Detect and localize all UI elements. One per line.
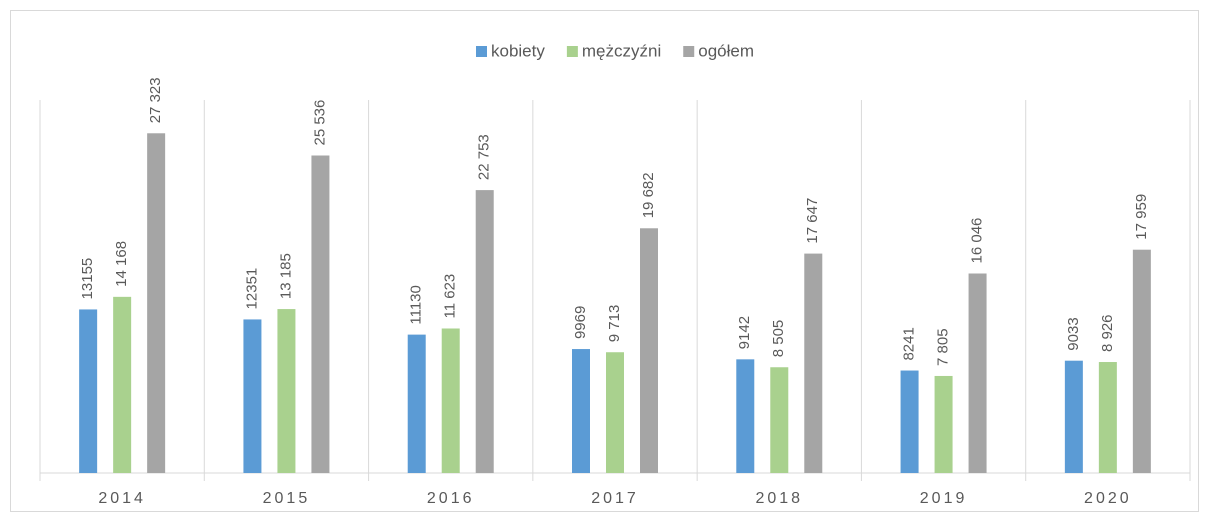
bar xyxy=(147,133,166,473)
bar xyxy=(243,319,262,473)
chart-border xyxy=(10,10,1199,512)
data-label: 14 168 xyxy=(113,241,130,287)
bar xyxy=(79,309,98,473)
data-label: 9033 xyxy=(1065,317,1082,350)
bar xyxy=(1132,249,1151,473)
x-tick-label: 2015 xyxy=(263,490,311,507)
bar xyxy=(968,273,987,473)
bar xyxy=(770,367,789,473)
bar xyxy=(475,190,494,473)
bar xyxy=(113,296,132,473)
bar xyxy=(311,155,330,474)
data-label: 7 805 xyxy=(935,328,952,366)
x-tick-label: 2020 xyxy=(1084,490,1132,507)
bar xyxy=(804,253,823,473)
x-tick-label: 2018 xyxy=(755,490,803,507)
bar xyxy=(1064,360,1083,473)
data-label: 8 505 xyxy=(770,320,787,358)
x-tick-label: 2017 xyxy=(591,490,639,507)
legend-label: kobiety xyxy=(491,41,545,60)
x-tick-label: 2014 xyxy=(98,490,146,507)
data-label: 8 926 xyxy=(1099,314,1116,352)
data-label: 17 647 xyxy=(804,198,821,244)
data-label: 19 682 xyxy=(640,172,657,218)
legend-swatch xyxy=(476,46,487,57)
bar xyxy=(640,228,658,473)
x-tick-label: 2019 xyxy=(920,490,968,507)
legend-swatch xyxy=(566,46,578,57)
legend-label: mężczyźni xyxy=(582,41,661,60)
data-label: 13 185 xyxy=(277,253,294,299)
bar xyxy=(900,370,919,473)
data-label: 16 046 xyxy=(969,218,986,264)
bar xyxy=(441,328,460,473)
data-label: 11130 xyxy=(408,285,425,325)
bar xyxy=(572,349,590,473)
bar xyxy=(277,309,296,473)
data-label: 9969 xyxy=(572,306,589,339)
legend-label: ogółem xyxy=(698,41,754,60)
bar xyxy=(606,352,624,473)
data-label: 8241 xyxy=(901,327,918,360)
x-tick-label: 2016 xyxy=(427,490,475,507)
bar xyxy=(407,334,426,473)
bar xyxy=(1098,362,1117,473)
data-label: 11 623 xyxy=(442,274,459,319)
data-label: 9 713 xyxy=(606,305,623,343)
legend-swatch xyxy=(683,46,695,57)
bar xyxy=(934,375,953,473)
data-label: 9142 xyxy=(736,316,753,349)
data-label: 27 323 xyxy=(147,77,164,123)
bar xyxy=(736,359,755,473)
data-label: 12351 xyxy=(243,268,260,310)
data-label: 13155 xyxy=(79,258,96,300)
data-label: 25 536 xyxy=(311,100,328,146)
data-label: 22 753 xyxy=(476,134,493,180)
data-label: 17 959 xyxy=(1133,194,1150,240)
